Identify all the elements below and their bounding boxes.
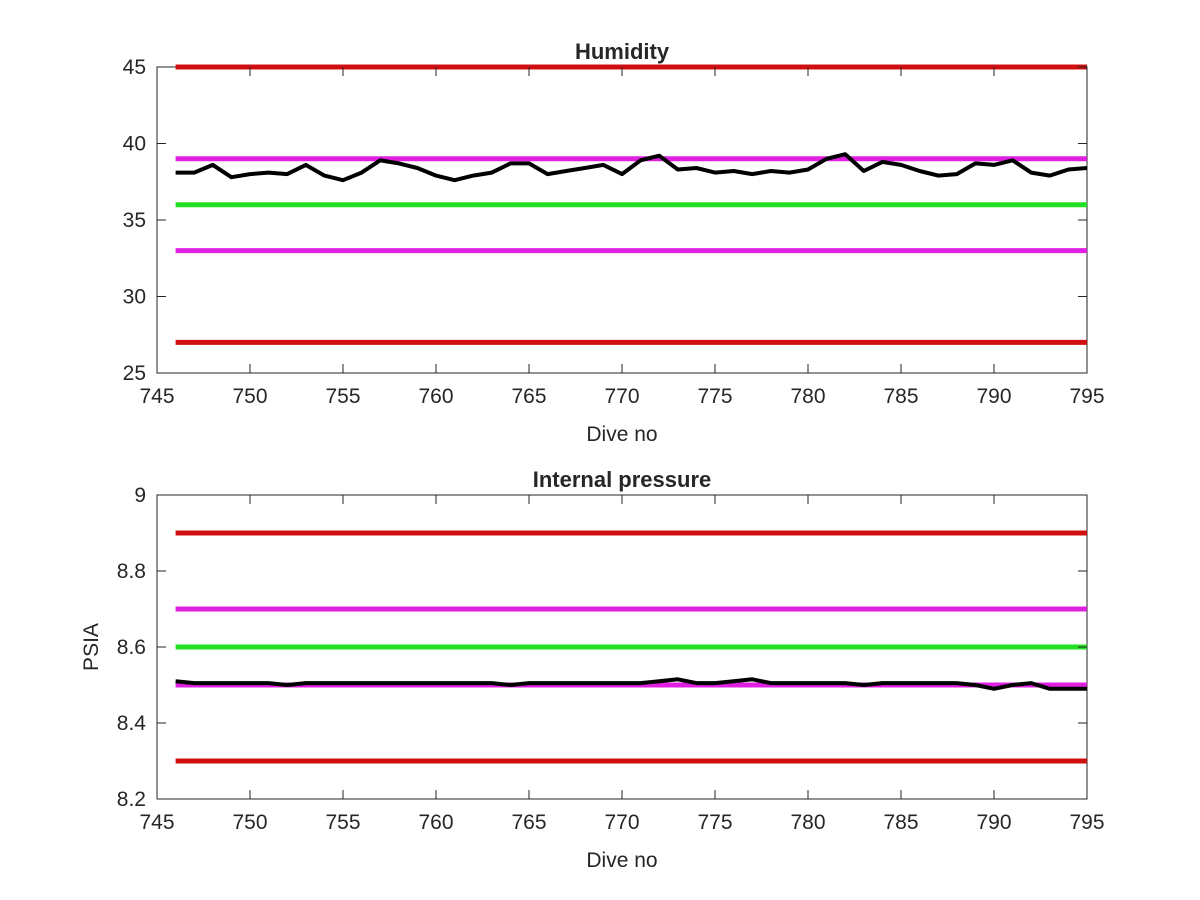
x-tick-label: 765: [511, 385, 546, 408]
y-tick-label: 8.8: [117, 560, 146, 583]
x-axis-label: Dive no: [586, 423, 657, 446]
x-tick-label: 755: [325, 811, 360, 834]
chart-panel-2: 745 750 755 760 765 770 775 780 785 790 795 8.2 8.4 8…: [80, 467, 1105, 872]
y-tick-label: 8.6: [117, 636, 146, 659]
series-line: [175, 152, 1088, 183]
x-tick-label: 745: [139, 385, 174, 408]
chart-panel-1: 745 750 755 760 765 770 775 780 785 790 795 25 30 35 4…: [123, 39, 1105, 446]
y-tick-label: 35: [123, 209, 146, 232]
chart-title: Humidity: [575, 39, 670, 64]
x-tick-label: 755: [325, 385, 360, 408]
x-tick-label: 785: [883, 811, 918, 834]
y-tick-label: 9: [134, 484, 146, 507]
y-tick-label: 8.2: [117, 788, 146, 811]
y-tick-label: 40: [123, 133, 146, 156]
x-tick-label: 765: [511, 811, 546, 834]
x-tick-label: 785: [883, 385, 918, 408]
chart-title: Internal pressure: [533, 467, 712, 492]
x-tick-label: 750: [232, 811, 267, 834]
x-tick-label: 760: [418, 811, 453, 834]
y-axis-label: PSIA: [80, 623, 103, 671]
axes-box: [156, 66, 1088, 374]
x-tick-label: 770: [604, 811, 639, 834]
x-tick-label: 790: [976, 385, 1011, 408]
x-tick-label: 775: [697, 811, 732, 834]
x-tick-label: 790: [976, 811, 1011, 834]
x-tick-label: 780: [790, 385, 825, 408]
x-tick-label: 760: [418, 385, 453, 408]
x-tick-label: 775: [697, 385, 732, 408]
y-tick-label: 8.4: [117, 712, 147, 735]
series-line: [175, 677, 1087, 691]
x-tick-label: 780: [790, 811, 825, 834]
x-tick-label: 795: [1069, 811, 1104, 834]
y-tick-label: 25: [123, 362, 146, 385]
x-tick-label: 770: [604, 385, 639, 408]
x-tick-label: 750: [232, 385, 267, 408]
x-tick-label: 745: [139, 811, 174, 834]
x-tick-label: 795: [1069, 385, 1104, 408]
y-tick-label: 30: [123, 286, 146, 309]
x-axis-label: Dive no: [586, 849, 657, 872]
y-tick-label: 45: [123, 56, 146, 79]
